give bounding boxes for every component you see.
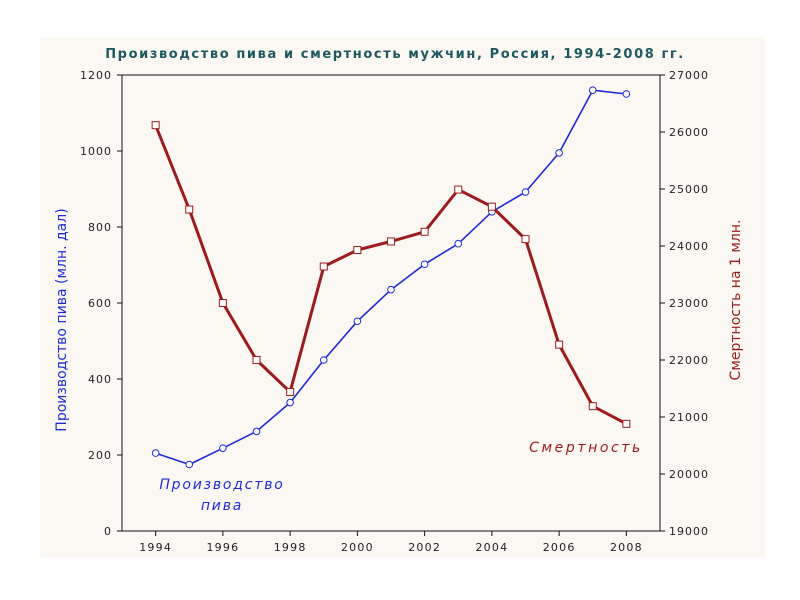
x-tick-label: 1996 — [206, 541, 239, 554]
left-tick-label: 600 — [88, 297, 112, 310]
series-layer — [151, 86, 631, 469]
x-tick-label: 2008 — [610, 541, 643, 554]
mortality-point — [286, 387, 295, 396]
beer-annotation-line2: пива — [201, 498, 243, 514]
right-tick-label: 22000 — [669, 354, 709, 367]
beer-point — [353, 317, 362, 326]
x-tick-label: 2000 — [341, 541, 374, 554]
right-tick-label: 24000 — [669, 240, 709, 253]
mortality-point — [555, 340, 564, 349]
beer-point — [286, 398, 294, 407]
mortality-point — [420, 227, 429, 236]
beer-point — [420, 260, 429, 269]
mortality-point — [487, 202, 496, 211]
beer-point — [454, 239, 463, 248]
beer-point — [319, 356, 328, 364]
right-tick-label: 23000 — [669, 297, 709, 310]
right-tick-label: 19000 — [669, 525, 709, 538]
left-tick-label: 1200 — [80, 69, 112, 82]
beer-point — [521, 188, 530, 196]
beer-point — [555, 149, 563, 157]
right-tick-label: 20000 — [669, 468, 709, 481]
mortality-point — [353, 245, 362, 254]
beer-point — [185, 460, 194, 469]
left-tick-label: 200 — [88, 449, 112, 462]
mortality-point — [319, 262, 328, 271]
x-tick-label: 2002 — [408, 541, 441, 554]
beer-point — [252, 427, 261, 436]
mortality-point — [454, 185, 463, 194]
right-axis-label: Смертность на 1 млн. — [728, 220, 744, 381]
beer-annotation-line1: Производство — [159, 477, 284, 493]
beer-point — [151, 449, 160, 457]
x-tick-label: 1994 — [139, 541, 172, 554]
right-tick-label: 27000 — [669, 69, 709, 82]
left-axis-ticks: 0 200 400 600 800 1000 1200 — [80, 69, 122, 538]
chart-title: Производство пива и смертность мужчин, Р… — [105, 47, 685, 62]
mortality-annotation: Смертность — [529, 440, 643, 456]
chart-background — [40, 37, 765, 557]
mortality-point — [252, 356, 261, 364]
left-axis-label: Производство пива (млн. дал) — [54, 208, 70, 431]
left-tick-label: 400 — [88, 373, 112, 386]
mortality-point — [387, 237, 395, 246]
beer-point — [387, 285, 395, 294]
beer-point — [622, 90, 631, 98]
mortality-point — [622, 419, 631, 428]
left-tick-label: 800 — [88, 221, 112, 234]
x-tick-label: 2006 — [543, 541, 576, 554]
mortality-point — [218, 299, 227, 307]
beer-point — [588, 86, 597, 94]
right-tick-label: 26000 — [669, 126, 709, 139]
beer-point — [219, 444, 227, 452]
mortality-point — [151, 121, 160, 130]
mortality-point — [521, 235, 530, 244]
right-tick-label: 25000 — [669, 183, 709, 196]
x-tick-label: 2004 — [475, 541, 508, 554]
right-axis-ticks: 19000 20000 21000 22000 23000 24000 25000 26000… — [660, 69, 709, 538]
mortality-point — [185, 205, 194, 214]
x-tick-label: 1998 — [274, 541, 307, 554]
left-tick-label: 0 — [104, 525, 112, 538]
mortality-point — [588, 402, 597, 411]
right-tick-label: 21000 — [669, 411, 709, 424]
x-axis-ticks: 1994 1996 1998 2000 2002 2004 2006 2008 — [139, 531, 643, 554]
left-tick-label: 1000 — [80, 145, 112, 158]
